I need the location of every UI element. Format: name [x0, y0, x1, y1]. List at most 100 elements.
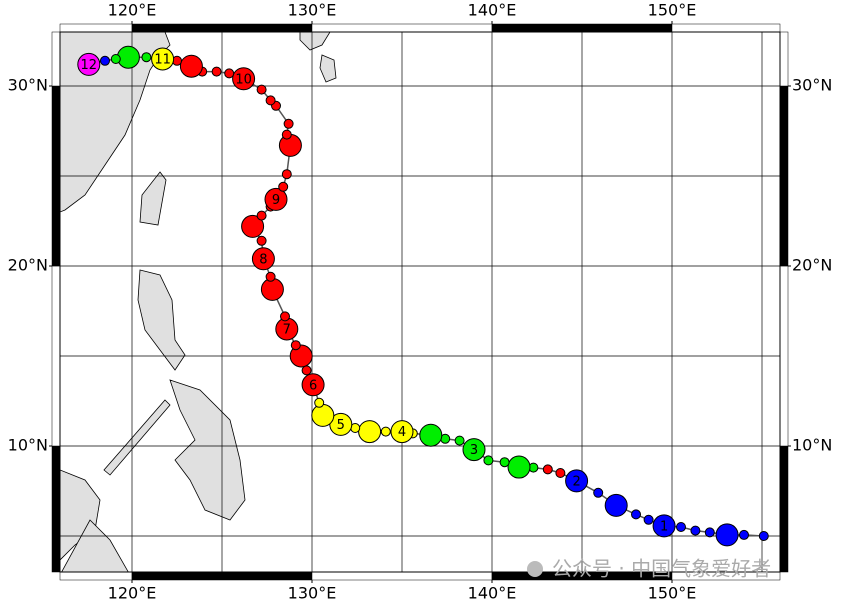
x-tick-label: 150°E [648, 1, 697, 20]
y-tick-label: 10°N [792, 436, 832, 455]
track-point [179, 54, 203, 78]
track-point [483, 455, 494, 466]
track-point [390, 420, 414, 444]
luzon [137, 269, 186, 371]
china [60, 32, 171, 213]
track-point [555, 468, 566, 478]
track-point [593, 487, 604, 498]
track-point [358, 420, 382, 444]
palawan [103, 399, 171, 476]
track-point-label: 4 [398, 425, 406, 440]
track-point [454, 435, 465, 446]
border-bar [59, 23, 133, 33]
track-point-label: 9 [272, 193, 280, 208]
mindanao [169, 379, 246, 521]
track-point [419, 423, 443, 447]
track-point [499, 457, 510, 468]
track-point [77, 52, 101, 76]
track-point [758, 531, 769, 541]
track-point-label: 12 [81, 58, 98, 73]
track-point [100, 55, 110, 66]
y-tick-label: 10°N [8, 436, 48, 455]
track-point [380, 426, 391, 437]
x-tick-label: 120°E [108, 1, 157, 20]
track-point [281, 169, 292, 180]
x-tick-label: 140°E [468, 1, 517, 20]
track-point [565, 469, 589, 493]
korea [299, 32, 331, 51]
track-point [281, 129, 292, 140]
track-point [256, 210, 267, 221]
border-bar [51, 85, 61, 267]
track-point [141, 52, 152, 63]
track-point [290, 340, 301, 351]
border-bar [131, 571, 313, 581]
taiwan [139, 171, 167, 226]
y-tick-label: 30°N [8, 76, 48, 95]
x-tick-label: 130°E [288, 584, 337, 603]
track-point-label: 7 [283, 323, 291, 338]
watermark-text: 公众号 · 中国气象爱好者 [552, 557, 771, 581]
border-bar [51, 445, 61, 573]
y-tick-label: 30°N [792, 76, 832, 95]
border-bar [311, 23, 493, 33]
track-point [232, 67, 256, 91]
watermark: 公众号 · 中国气象爱好者 [527, 557, 771, 581]
track-point [542, 464, 553, 475]
border-bar [59, 571, 133, 581]
track-point [224, 68, 235, 79]
track-point [739, 529, 749, 540]
track-point [116, 45, 140, 69]
track-point [241, 214, 265, 238]
track-point-label: 3 [470, 443, 478, 458]
frame [59, 31, 781, 573]
track-point [251, 247, 275, 271]
track-point-label: 10 [235, 72, 252, 87]
track-point-label: 6 [309, 378, 317, 393]
wechat-icon [527, 561, 543, 577]
track-point [265, 95, 276, 106]
x-tick-label: 120°E [108, 584, 157, 603]
land [60, 32, 337, 572]
kyushu [319, 54, 337, 83]
border-bar [51, 31, 61, 87]
track-point [260, 277, 284, 301]
track-point [278, 181, 289, 192]
track-point [507, 455, 531, 479]
border-bar [311, 571, 493, 581]
track-point [283, 118, 294, 129]
track-point [604, 493, 628, 517]
track-point [690, 525, 701, 536]
track-point-label: 1 [660, 519, 668, 534]
track-point-label: 11 [154, 53, 171, 68]
track-point [314, 397, 325, 408]
track-point [265, 271, 276, 282]
track-point [280, 311, 290, 322]
x-tick-label: 130°E [288, 1, 337, 20]
y-tick-label: 20°N [792, 256, 832, 275]
border-bar [779, 31, 789, 87]
border-bar [779, 265, 789, 447]
track-point [643, 514, 654, 525]
track-point [110, 54, 121, 64]
track-point [462, 438, 486, 462]
track-point [311, 403, 335, 427]
track-point [704, 527, 715, 538]
border-bar [671, 23, 781, 33]
y-tick-label: 20°N [8, 256, 48, 275]
border-bar [779, 85, 789, 267]
track-point [652, 514, 676, 538]
border-bar [779, 445, 789, 573]
track-point [256, 84, 267, 95]
track-point [676, 522, 686, 532]
track-point [151, 47, 175, 71]
border-bar [131, 23, 313, 33]
track-point [631, 509, 641, 520]
track-point [715, 523, 739, 547]
x-tick-label: 150°E [648, 584, 697, 603]
borneo [61, 519, 129, 572]
track-point [256, 235, 267, 246]
track-point [264, 187, 288, 211]
